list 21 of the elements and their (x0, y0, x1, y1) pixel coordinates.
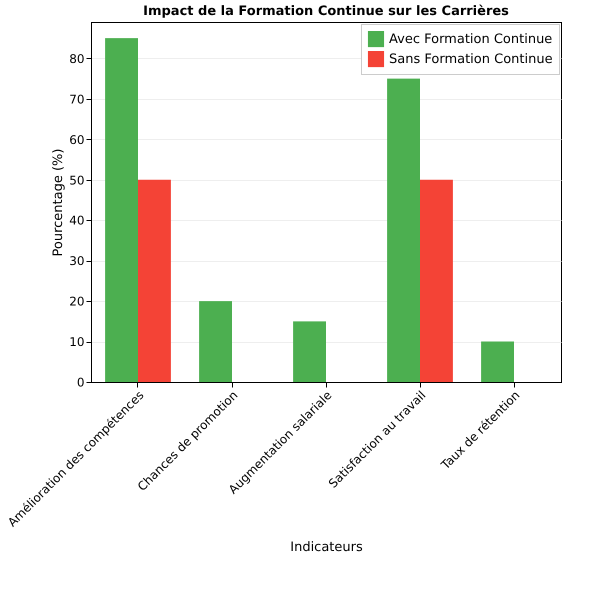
bar (105, 38, 138, 382)
y-tick-label: 40 (69, 214, 84, 228)
bar (387, 78, 420, 382)
bar (138, 180, 171, 382)
chart-title: Impact de la Formation Continue sur les Carrières (143, 4, 510, 19)
bar (481, 342, 514, 382)
legend-label: Avec Formation Continue (389, 32, 552, 47)
y-tick-label: 30 (69, 254, 84, 268)
y-tick-label: 10 (69, 335, 84, 350)
bar (199, 301, 232, 382)
y-tick-label: 60 (69, 132, 84, 147)
legend-label: Sans Formation Continue (389, 52, 553, 67)
y-tick-label: 70 (69, 92, 84, 106)
y-axis-title: Pourcentage (%) (51, 148, 66, 256)
bar (420, 180, 453, 382)
y-tick-label: 80 (69, 52, 84, 66)
y-tick-label: 20 (69, 294, 84, 309)
y-tick-label: 50 (69, 173, 84, 188)
x-axis-title: Indicateurs (290, 540, 363, 555)
bar (293, 321, 326, 382)
y-tick-label: 0 (76, 376, 84, 390)
